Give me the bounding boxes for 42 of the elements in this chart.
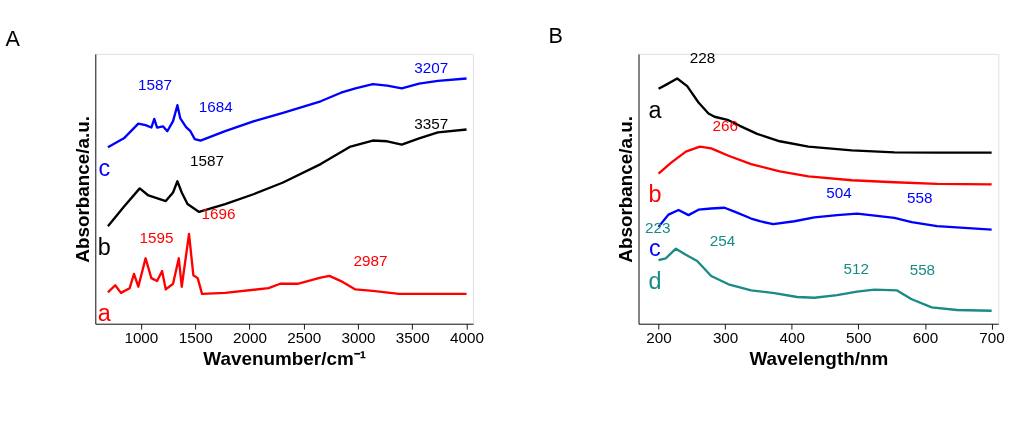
x-tick-label: 3500 <box>395 329 430 347</box>
annotation: 3357 <box>414 115 449 133</box>
annotation: 223 <box>644 219 671 237</box>
x-tick-label: 600 <box>912 329 939 347</box>
chart-title: B <box>548 22 564 48</box>
annotation: 1684 <box>198 97 234 115</box>
annotation: 558 <box>909 261 936 279</box>
x-tick-label: 1500 <box>178 329 213 347</box>
x-axis-title: Wavenumber/cm⁻¹ <box>203 347 366 369</box>
series-label: b <box>648 181 662 208</box>
x-tick-label: 400 <box>779 329 805 347</box>
y-axis-title: Absorbance/a.u. <box>71 115 93 263</box>
annotation: 3207 <box>414 59 449 76</box>
series-label: b <box>97 233 111 260</box>
annotation: 266 <box>712 117 738 135</box>
series-label: c <box>98 154 111 181</box>
x-tick-label: 300 <box>712 329 739 347</box>
series-label: a <box>97 300 111 327</box>
x-tick-label: 1000 <box>124 329 159 347</box>
annotation: 1587 <box>189 151 224 169</box>
x-tick-label: 2500 <box>287 329 322 347</box>
annotation: 558 <box>906 188 933 206</box>
x-tick-label: 4000 <box>450 329 484 347</box>
annotation: 1587 <box>138 75 172 93</box>
annotation: 512 <box>843 260 869 278</box>
annotation: 1595 <box>139 228 174 246</box>
annotation: 228 <box>689 49 716 67</box>
annotation: 2987 <box>353 251 388 269</box>
y-axis-title: Absorbance/a.u. <box>614 115 636 263</box>
annotation: 254 <box>709 231 736 249</box>
x-axis-title: Wavelength/nm <box>749 347 889 369</box>
x-tick-label: 200 <box>646 329 672 347</box>
chart-title: A <box>5 25 21 51</box>
x-tick-label: 700 <box>979 329 1005 347</box>
annotation: 504 <box>826 184 853 202</box>
x-tick-label: 2000 <box>232 329 267 347</box>
x-tick-label: 3000 <box>341 329 376 347</box>
series-label: c <box>649 234 662 261</box>
annotation: 1696 <box>201 204 236 222</box>
x-tick-label: 500 <box>846 329 872 347</box>
series-label: a <box>648 96 662 123</box>
series-label: d <box>648 268 662 295</box>
